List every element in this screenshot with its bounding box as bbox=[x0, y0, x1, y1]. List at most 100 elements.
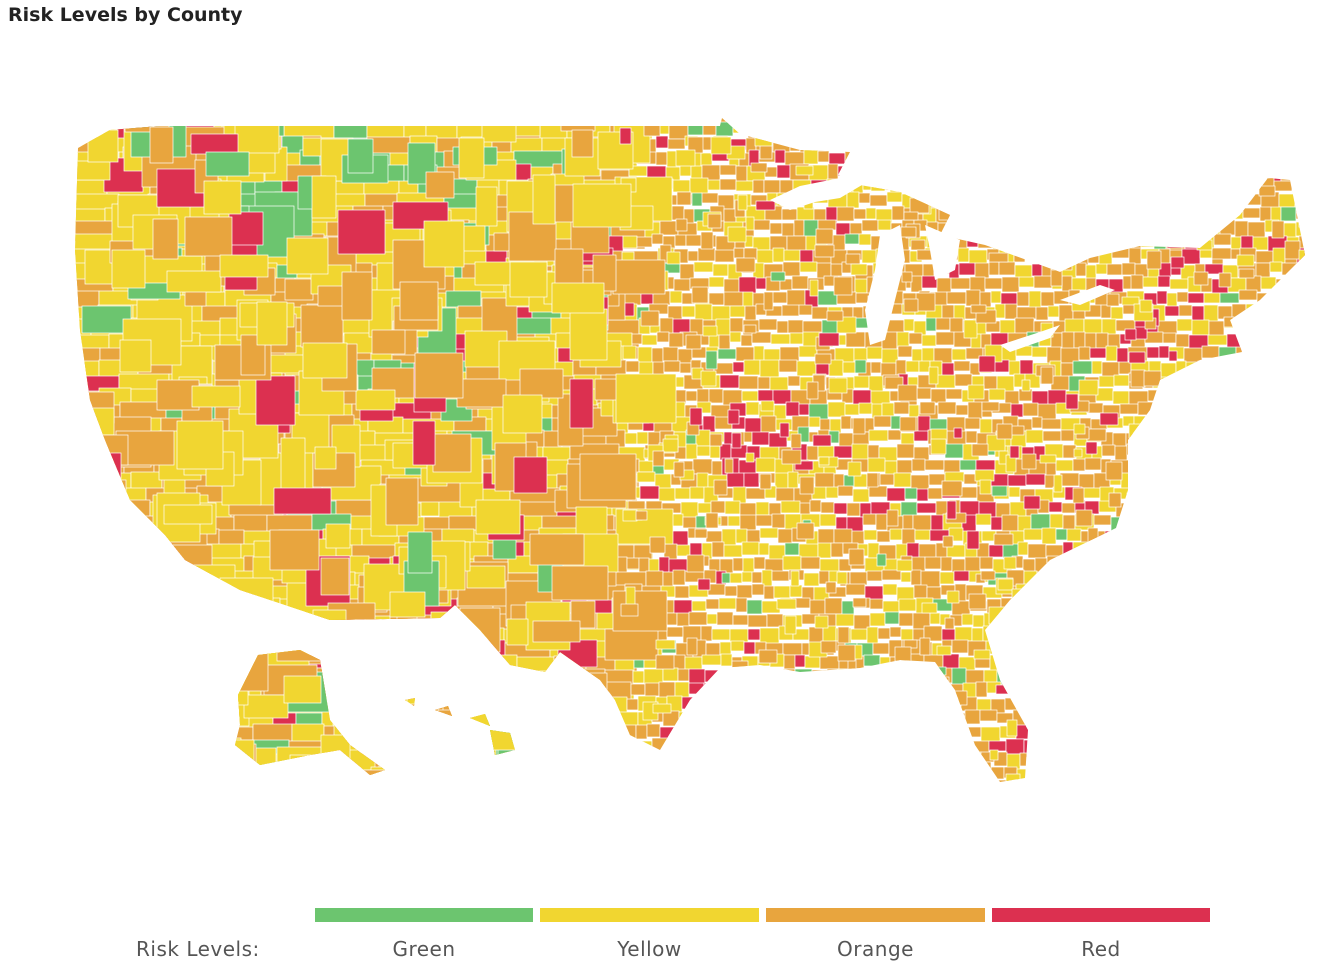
county-cell bbox=[579, 453, 637, 501]
county-cell bbox=[1174, 571, 1186, 586]
county-cell bbox=[858, 402, 873, 415]
county-cell bbox=[846, 502, 861, 517]
county-cell bbox=[397, 635, 450, 682]
county-cell bbox=[782, 555, 802, 571]
county-cell bbox=[1009, 445, 1020, 459]
county-cell bbox=[183, 666, 205, 693]
county-cell bbox=[900, 628, 914, 641]
county-cell bbox=[1254, 766, 1266, 782]
county-cell bbox=[771, 513, 786, 529]
county-cell bbox=[941, 304, 955, 320]
county-cell bbox=[864, 771, 883, 782]
county-cell bbox=[1260, 276, 1277, 290]
county-cell bbox=[1078, 346, 1091, 361]
county-cell bbox=[455, 723, 492, 754]
county-cell bbox=[1008, 360, 1021, 376]
county-cell bbox=[124, 572, 157, 605]
county-cell bbox=[150, 584, 203, 623]
county-cell bbox=[1232, 739, 1245, 758]
county-cell bbox=[953, 360, 971, 372]
county-cell bbox=[1170, 598, 1183, 611]
county-cell bbox=[407, 531, 433, 574]
county-cell bbox=[1061, 331, 1075, 350]
county-cell bbox=[1159, 796, 1175, 808]
county-cell bbox=[1277, 709, 1293, 727]
county-cell bbox=[1041, 418, 1062, 430]
county-cell bbox=[1220, 122, 1237, 137]
county-cell bbox=[1023, 495, 1041, 510]
county-cell bbox=[1294, 388, 1305, 400]
county-cell bbox=[963, 319, 978, 339]
county-cell bbox=[1213, 118, 1232, 127]
county-cell bbox=[149, 126, 174, 164]
county-cell bbox=[752, 796, 764, 808]
county-cell bbox=[645, 570, 664, 589]
county-cell bbox=[75, 474, 108, 505]
county-cell bbox=[800, 556, 821, 570]
county-cell bbox=[248, 611, 291, 656]
county-cell bbox=[1145, 570, 1164, 587]
county-cell bbox=[1072, 458, 1086, 472]
county-cell bbox=[389, 591, 426, 618]
county-cell bbox=[825, 486, 839, 499]
county-cell bbox=[846, 191, 860, 209]
county-cell bbox=[1015, 724, 1030, 740]
county-cell bbox=[1185, 544, 1200, 558]
county-cell bbox=[96, 780, 134, 782]
county-cell bbox=[1189, 373, 1205, 389]
county-cell bbox=[1195, 430, 1211, 445]
county-cell bbox=[1117, 121, 1132, 134]
county-cell bbox=[1282, 318, 1300, 337]
county-cell bbox=[214, 641, 237, 662]
county-cell bbox=[1124, 613, 1137, 626]
county-cell bbox=[733, 697, 753, 709]
county-cell bbox=[1294, 781, 1305, 782]
county-cell bbox=[314, 446, 337, 470]
county-cell bbox=[1231, 600, 1251, 615]
county-cell bbox=[737, 194, 748, 211]
county-cell bbox=[756, 710, 771, 722]
county-cell bbox=[91, 557, 115, 595]
county-cell bbox=[1201, 618, 1213, 638]
county-cell bbox=[1145, 515, 1160, 529]
county-cell bbox=[902, 697, 921, 713]
county-cell bbox=[782, 642, 803, 656]
county-cell bbox=[702, 325, 718, 337]
county-cell bbox=[979, 556, 994, 570]
county-cell bbox=[1018, 276, 1035, 288]
county-cell bbox=[1146, 135, 1158, 151]
county-cell bbox=[1269, 118, 1290, 128]
county-cell bbox=[75, 627, 104, 668]
county-cell bbox=[1283, 382, 1304, 399]
county-cell bbox=[697, 502, 712, 514]
county-cell bbox=[156, 738, 203, 780]
county-cell bbox=[852, 597, 867, 608]
county-cell bbox=[691, 286, 709, 304]
county-cell bbox=[751, 697, 768, 712]
county-cell bbox=[417, 767, 437, 782]
county-cell bbox=[632, 670, 645, 684]
county-cell bbox=[1185, 556, 1199, 569]
county-cell bbox=[1169, 628, 1181, 647]
county-cell bbox=[110, 751, 149, 769]
county-cell bbox=[105, 697, 160, 730]
county-cell bbox=[1267, 628, 1279, 647]
county-cell bbox=[219, 254, 269, 278]
county-cell bbox=[852, 488, 870, 503]
county-cell bbox=[1273, 180, 1293, 192]
county-cell bbox=[1085, 625, 1104, 640]
county-cell bbox=[804, 124, 817, 140]
county-cell bbox=[113, 556, 166, 575]
county-cell bbox=[1234, 220, 1249, 238]
county-cell bbox=[1112, 390, 1130, 405]
county-cell bbox=[1198, 543, 1211, 555]
county-cell bbox=[1213, 639, 1232, 652]
county-cell bbox=[811, 669, 828, 686]
county-cell bbox=[1144, 331, 1164, 344]
county-cell bbox=[766, 695, 778, 714]
county-cell bbox=[815, 121, 828, 139]
county-cell bbox=[1046, 555, 1066, 570]
county-cell bbox=[707, 583, 726, 596]
county-cell bbox=[663, 767, 675, 780]
county-cell bbox=[872, 642, 890, 655]
